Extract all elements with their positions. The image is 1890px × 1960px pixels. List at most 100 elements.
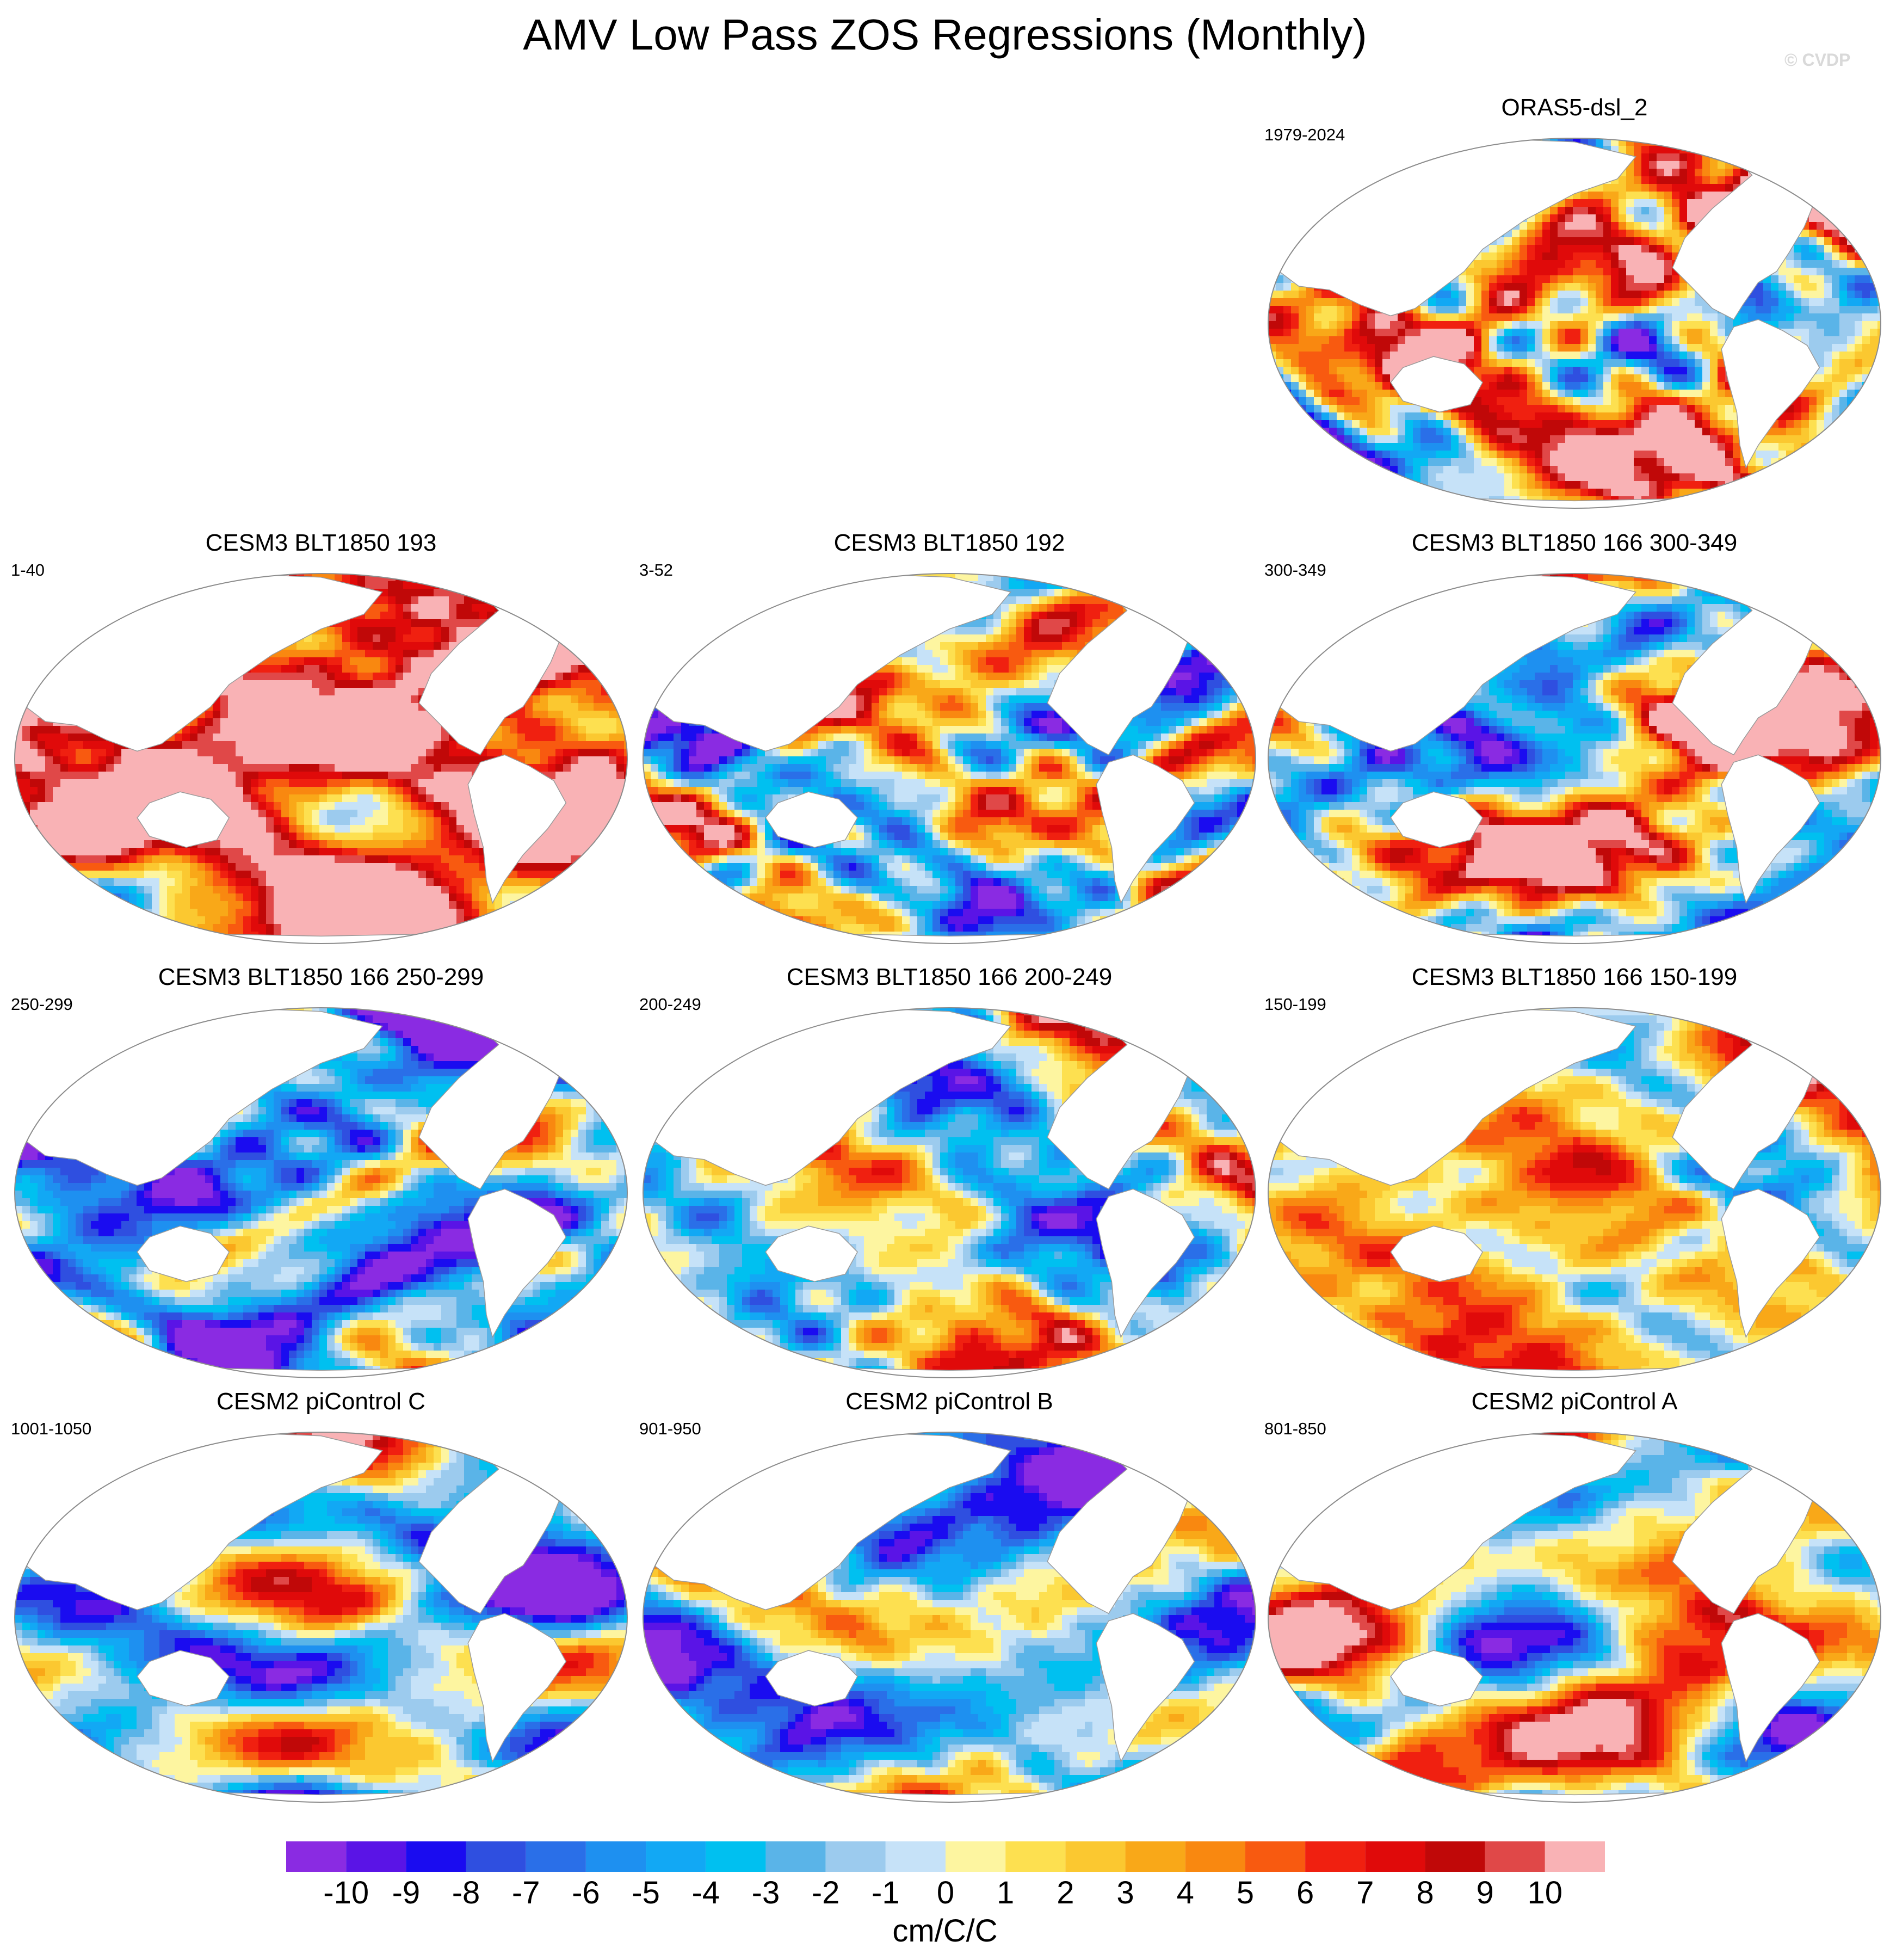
land-southAmerica: [467, 1613, 567, 1763]
colorbar-box: [526, 1841, 586, 1872]
land-southAmerica: [1096, 1188, 1195, 1339]
panel-title: CESM3 BLT1850 192: [639, 528, 1259, 558]
colorbar-box: [1005, 1841, 1066, 1872]
land-greenland: [1169, 1014, 1220, 1053]
land-greenland: [1794, 1014, 1845, 1053]
panel-title: CESM3 BLT1850 193: [11, 528, 631, 558]
colorbar-tick-label: -1: [856, 1874, 916, 1912]
colorbar-tick-label: 1: [975, 1874, 1035, 1912]
colorbar-tick-label: 7: [1335, 1874, 1395, 1912]
land-australia: [1390, 1225, 1484, 1282]
land-southAmerica: [467, 754, 567, 904]
land-australia: [137, 791, 230, 848]
world-map: [643, 1007, 1256, 1378]
panel-years: 150-199: [1264, 994, 1326, 1015]
field-shading: [1268, 1008, 1881, 1378]
colorbar-tick-label: -7: [496, 1874, 556, 1912]
map-panel: CESM3 BLT1850 193 1-40: [11, 528, 631, 958]
colorbar-box: [765, 1841, 826, 1872]
colorbar-box: [585, 1841, 646, 1872]
land-greenland: [1794, 580, 1845, 619]
land-greenland: [1794, 1439, 1845, 1477]
world-map: [14, 573, 628, 944]
map-panel: CESM3 BLT1850 166 150-199 150-199: [1264, 962, 1885, 1392]
colorbar-box: [1185, 1841, 1245, 1872]
colorbar-tick-label: 0: [916, 1874, 975, 1912]
map-panel: ORAS5-dsl_2 1979-2024: [1264, 93, 1885, 522]
land-southAmerica: [1721, 1188, 1820, 1339]
cvdp-watermark: © CVDP: [1784, 50, 1850, 70]
land-greenland: [1169, 1439, 1220, 1477]
map-border: [643, 1432, 1256, 1803]
colorbar-box: [346, 1841, 406, 1872]
map-panel: CESM3 BLT1850 166 200-249 200-249: [639, 962, 1259, 1392]
world-map: [1268, 1432, 1881, 1803]
colorbar-box: [1065, 1841, 1126, 1872]
colorbar-tick-label: -9: [376, 1874, 436, 1912]
panel-title: CESM3 BLT1850 166 250-299: [11, 962, 631, 993]
colorbar-box: [466, 1841, 526, 1872]
world-map: [1268, 573, 1881, 944]
land-australia: [1390, 356, 1484, 412]
land-greenland: [541, 1439, 591, 1477]
land-southAmerica: [1096, 1613, 1195, 1763]
colorbar-box: [1125, 1841, 1185, 1872]
land-greenland: [1169, 580, 1220, 619]
map-panel: CESM3 BLT1850 192 3-52: [639, 528, 1259, 958]
colorbar-tick-label: 6: [1275, 1874, 1335, 1912]
panel-title: CESM2 piControl C: [11, 1386, 631, 1417]
panel-years: 200-249: [639, 994, 701, 1015]
panel-title: CESM3 BLT1850 166 200-249: [639, 962, 1259, 993]
land-greenland: [541, 1014, 591, 1053]
colorbar: [286, 1841, 1605, 1872]
colorbar-tick-label: -5: [616, 1874, 676, 1912]
panel-years: 901-950: [639, 1418, 701, 1440]
colorbar-box: [885, 1841, 946, 1872]
map-border: [1268, 138, 1881, 509]
world-map: [14, 1432, 628, 1803]
colorbar-box: [646, 1841, 706, 1872]
field-shading: [1268, 138, 1881, 508]
colorbar-tick-label: 5: [1215, 1874, 1275, 1912]
colorbar-box: [1485, 1841, 1545, 1872]
land-australia: [1390, 791, 1484, 848]
panel-years: 3-52: [639, 559, 673, 581]
colorbar-tick-label: -2: [796, 1874, 856, 1912]
map-border: [14, 573, 628, 944]
map-panel: CESM2 piControl C 1001-1050: [11, 1386, 631, 1816]
colorbar-box: [946, 1841, 1006, 1872]
panel-title: ORAS5-dsl_2: [1264, 93, 1885, 123]
panel-years: 1979-2024: [1264, 124, 1345, 146]
colorbar-box: [1305, 1841, 1366, 1872]
land-australia: [1390, 1650, 1484, 1706]
panel-years: 1-40: [11, 559, 45, 581]
map-border: [1268, 573, 1881, 944]
land-southAmerica: [1721, 1613, 1820, 1763]
colorbar-tick-label: -10: [316, 1874, 376, 1912]
colorbar-tick-label: -8: [436, 1874, 496, 1912]
map-panel: CESM3 BLT1850 166 250-299 250-299: [11, 962, 631, 1392]
panel-title: CESM3 BLT1850 166 150-199: [1264, 962, 1885, 993]
map-border: [1268, 1432, 1881, 1803]
map-border: [14, 1007, 628, 1378]
field-shading: [643, 574, 1256, 944]
colorbar-box: [286, 1841, 347, 1872]
land-greenland: [1794, 145, 1845, 183]
map-border: [14, 1432, 628, 1803]
map-border: [643, 1007, 1256, 1378]
map-panel: CESM3 BLT1850 166 300-349 300-349: [1264, 528, 1885, 958]
panel-years: 300-349: [1264, 559, 1326, 581]
land-greenland: [541, 580, 591, 619]
colorbar-box: [1245, 1841, 1306, 1872]
colorbar-box: [406, 1841, 466, 1872]
colorbar-tick-label: -6: [556, 1874, 616, 1912]
land-australia: [765, 1225, 858, 1282]
colorbar-box: [825, 1841, 886, 1872]
panel-title: CESM2 piControl B: [639, 1386, 1259, 1417]
colorbar-tick-label: 4: [1156, 1874, 1215, 1912]
colorbar-tick-label: 8: [1395, 1874, 1455, 1912]
panel-title: CESM2 piControl A: [1264, 1386, 1885, 1417]
map-border: [643, 573, 1256, 944]
panel-years: 1001-1050: [11, 1418, 91, 1440]
panel-years: 801-850: [1264, 1418, 1326, 1440]
